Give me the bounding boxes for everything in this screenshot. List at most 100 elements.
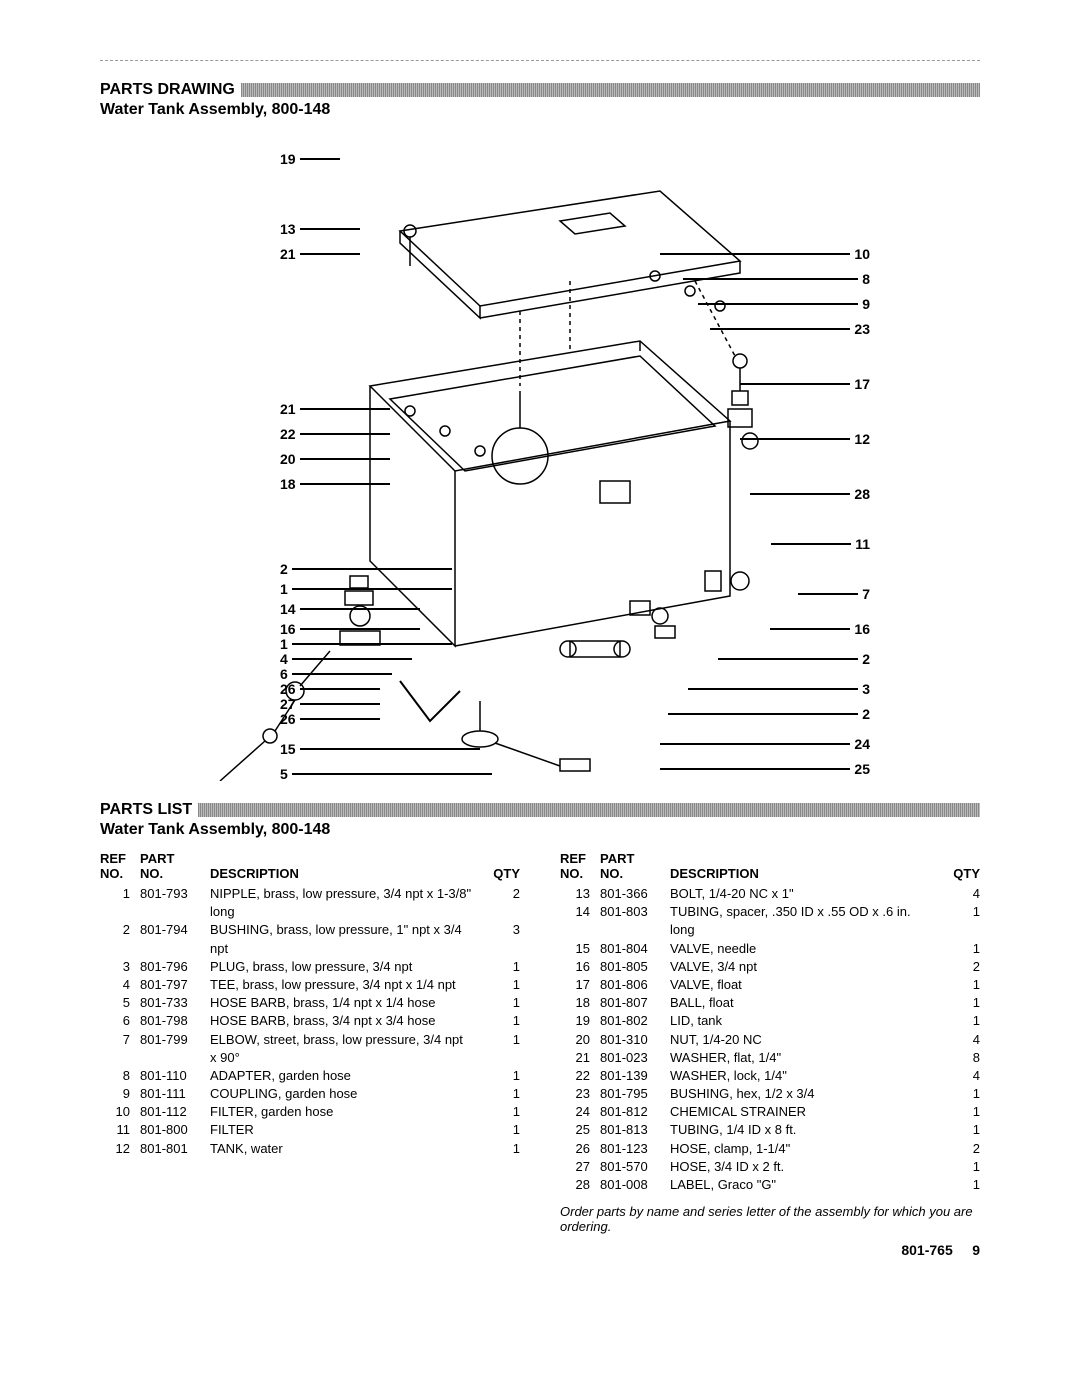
diagram-ref-label: 21	[280, 246, 360, 262]
ref-number: 21	[280, 401, 296, 417]
ref-number: 26	[280, 681, 296, 697]
leader-line	[300, 228, 360, 230]
parts-row: 10801-112FILTER, garden hose1	[100, 1103, 520, 1121]
part-qty: 1	[480, 1103, 520, 1121]
ref-no: 15	[560, 940, 600, 958]
ref-no: 28	[560, 1176, 600, 1194]
part-qty: 1	[480, 1140, 520, 1158]
part-no: 801-796	[140, 958, 210, 976]
ref-no: 7	[100, 1031, 140, 1067]
diagram-ref-label: 28	[750, 486, 870, 502]
parts-row: 17801-806VALVE, float1	[560, 976, 980, 994]
parts-row: 3801-796PLUG, brass, low pressure, 3/4 n…	[100, 958, 520, 976]
part-no: 801-804	[600, 940, 670, 958]
leader-line	[688, 688, 858, 690]
diagram-ref-label: 13	[280, 221, 360, 237]
part-no: 801-008	[600, 1176, 670, 1194]
diagram-ref-label: 8	[683, 271, 870, 287]
diagram-ref-label: 6	[280, 666, 392, 682]
part-no: 801-110	[140, 1067, 210, 1085]
leader-line	[770, 628, 850, 630]
ref-number: 15	[280, 741, 296, 757]
leader-line	[740, 383, 850, 385]
leader-line	[660, 768, 850, 770]
ref-no: 17	[560, 976, 600, 994]
part-no: 801-806	[600, 976, 670, 994]
ref-no: 25	[560, 1121, 600, 1139]
diagram-ref-label: 2	[718, 651, 870, 667]
ref-no: 24	[560, 1103, 600, 1121]
leader-line	[300, 253, 360, 255]
parts-row: 19801-802LID, tank1	[560, 1012, 980, 1030]
ref-number: 7	[862, 586, 870, 602]
leader-line	[292, 658, 412, 660]
part-no: 801-798	[140, 1012, 210, 1030]
ref-no: 16	[560, 958, 600, 976]
leader-line	[698, 303, 858, 305]
leader-line	[740, 438, 850, 440]
ref-number: 17	[854, 376, 870, 392]
parts-row: 1801-793NIPPLE, brass, low pressure, 3/4…	[100, 885, 520, 921]
ref-no: 26	[560, 1140, 600, 1158]
page-number: 9	[972, 1242, 980, 1258]
part-desc: TUBING, 1/4 ID x 8 ft.	[670, 1121, 940, 1139]
part-desc: CHEMICAL STRAINER	[670, 1103, 940, 1121]
hdr-ref: REF	[100, 851, 140, 866]
part-desc: WASHER, lock, 1/4"	[670, 1067, 940, 1085]
parts-list-subtitle: Water Tank Assembly, 800-148	[100, 821, 980, 839]
part-desc: COUPLING, garden hose	[210, 1085, 480, 1103]
ref-no: 22	[560, 1067, 600, 1085]
parts-row: 28801-008LABEL, Graco "G"1	[560, 1176, 980, 1194]
parts-row: 13801-366BOLT, 1/4-20 NC x 1"4	[560, 885, 980, 903]
part-no: 801-802	[600, 1012, 670, 1030]
hdr-desc: DESCRIPTION	[210, 866, 480, 881]
leader-line	[660, 253, 850, 255]
part-desc: FILTER, garden hose	[210, 1103, 480, 1121]
part-no: 801-023	[600, 1049, 670, 1067]
ref-no: 21	[560, 1049, 600, 1067]
part-desc: BOLT, 1/4-20 NC x 1"	[670, 885, 940, 903]
hdr-desc: DESCRIPTION	[670, 866, 940, 881]
parts-row: 25801-813TUBING, 1/4 ID x 8 ft.1	[560, 1121, 980, 1139]
diagram-ref-label: 7	[798, 586, 870, 602]
ref-number: 13	[280, 221, 296, 237]
parts-drawing-title: PARTS DRAWING	[100, 81, 235, 99]
part-no: 801-111	[140, 1085, 210, 1103]
diagram-ref-label: 23	[710, 321, 870, 337]
ref-no: 12	[100, 1140, 140, 1158]
ref-number: 8	[862, 271, 870, 287]
diagram-ref-label: 27	[280, 696, 380, 712]
diagram-ref-label: 17	[740, 376, 870, 392]
part-desc: BUSHING, brass, low pressure, 1" npt x 3…	[210, 921, 480, 957]
ref-number: 1	[280, 636, 288, 652]
part-desc: ELBOW, street, brass, low pressure, 3/4 …	[210, 1031, 480, 1067]
diagram-ref-label: 16	[770, 621, 870, 637]
parts-drawing-header: PARTS DRAWING	[100, 81, 980, 99]
parts-row: 21801-023WASHER, flat, 1/4"8	[560, 1049, 980, 1067]
header-bar	[241, 83, 980, 97]
ref-number: 6	[280, 666, 288, 682]
leader-line	[300, 458, 390, 460]
ref-no: 3	[100, 958, 140, 976]
hdr-part: PART	[140, 851, 210, 866]
parts-list-title: PARTS LIST	[100, 801, 192, 819]
ref-number: 2	[862, 651, 870, 667]
parts-row: 4801-797TEE, brass, low pressure, 3/4 np…	[100, 976, 520, 994]
parts-list-columns: REF NO. PART NO. DESCRIPTION QTY 1801-79…	[100, 851, 980, 1234]
hdr-ref: REF	[560, 851, 600, 866]
diagram-ref-label: 2	[668, 706, 870, 722]
part-qty: 8	[940, 1049, 980, 1067]
ref-no: 8	[100, 1067, 140, 1085]
part-no: 801-795	[600, 1085, 670, 1103]
ref-no: 2	[100, 921, 140, 957]
ref-no: 13	[560, 885, 600, 903]
diagram-ref-label: 15	[280, 741, 480, 757]
parts-list-col-left: REF NO. PART NO. DESCRIPTION QTY 1801-79…	[100, 851, 520, 1234]
ref-no: 5	[100, 994, 140, 1012]
part-qty: 4	[940, 1031, 980, 1049]
ref-no: 10	[100, 1103, 140, 1121]
diagram-ref-label: 4	[280, 651, 412, 667]
part-no: 801-139	[600, 1067, 670, 1085]
part-no: 801-812	[600, 1103, 670, 1121]
part-no: 801-570	[600, 1158, 670, 1176]
